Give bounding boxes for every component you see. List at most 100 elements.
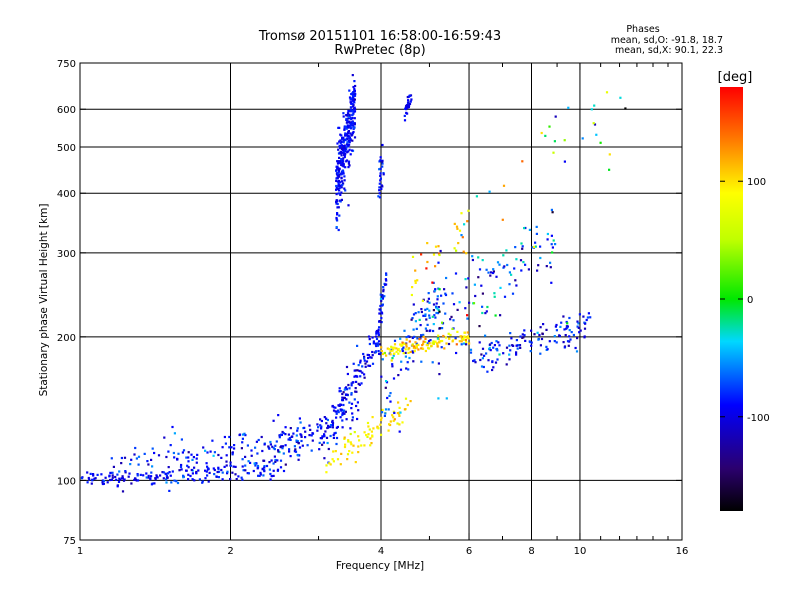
data-point	[341, 183, 344, 187]
data-point	[250, 454, 253, 457]
data-point	[544, 134, 547, 137]
data-point	[456, 330, 459, 333]
data-point	[96, 473, 99, 476]
data-point	[392, 354, 395, 357]
data-point	[353, 375, 356, 378]
data-point	[295, 434, 298, 437]
x-tick-label: 8	[528, 546, 534, 557]
data-point	[465, 252, 468, 255]
data-point	[417, 348, 420, 351]
y-tick-label: 75	[63, 536, 76, 547]
data-point	[551, 246, 554, 249]
x-tick-label: 4	[378, 546, 384, 557]
data-point	[162, 471, 165, 474]
data-point	[353, 106, 356, 109]
data-point	[185, 456, 188, 459]
data-point	[522, 261, 525, 264]
data-point	[529, 350, 532, 353]
data-point	[298, 417, 301, 420]
data-point	[492, 271, 495, 275]
data-point	[565, 320, 568, 324]
data-point	[493, 344, 496, 347]
data-point	[378, 312, 381, 315]
data-point	[163, 436, 166, 439]
data-point	[481, 357, 484, 360]
data-point	[230, 446, 233, 449]
data-point	[408, 347, 411, 350]
data-point	[340, 173, 343, 176]
data-point	[353, 87, 356, 91]
data-point	[336, 172, 339, 175]
data-point	[563, 139, 566, 142]
data-point	[387, 429, 390, 432]
data-point	[221, 471, 224, 474]
data-point	[272, 462, 275, 465]
data-point	[530, 341, 533, 344]
data-point	[402, 352, 405, 355]
data-point	[579, 329, 582, 332]
data-point	[462, 250, 465, 253]
data-point	[481, 311, 484, 315]
data-point	[391, 349, 394, 352]
data-point	[165, 474, 168, 477]
data-point	[267, 445, 270, 448]
data-point	[355, 380, 358, 383]
data-point	[288, 450, 291, 453]
data-point	[323, 434, 326, 437]
colorbar-tick-label: 100	[747, 177, 766, 188]
data-point	[110, 457, 113, 460]
data-point	[424, 308, 427, 311]
y-tick-label: 400	[57, 189, 76, 200]
data-point	[348, 113, 351, 116]
data-point	[173, 456, 176, 459]
data-point	[325, 464, 328, 467]
data-point	[378, 189, 381, 192]
data-point	[502, 266, 505, 269]
data-point	[424, 349, 427, 353]
data-point	[337, 411, 340, 414]
data-point	[185, 469, 188, 472]
data-point	[406, 106, 409, 109]
data-point	[294, 448, 297, 451]
data-point	[381, 294, 384, 297]
data-point	[390, 359, 393, 362]
data-point	[220, 468, 223, 472]
data-point	[170, 481, 173, 484]
data-point	[213, 473, 216, 476]
data-point	[447, 332, 450, 335]
data-point	[399, 411, 402, 414]
data-point	[532, 245, 535, 249]
data-point	[353, 98, 356, 101]
data-point	[169, 474, 172, 477]
data-point	[509, 332, 512, 335]
data-point	[578, 313, 581, 316]
data-point	[415, 342, 418, 345]
data-point	[369, 437, 372, 440]
data-point	[343, 153, 346, 156]
chart-subtitle: RwPretec (8p)	[334, 43, 425, 58]
data-point	[320, 419, 323, 423]
data-point	[368, 364, 372, 367]
data-point	[253, 462, 256, 465]
data-point	[348, 120, 351, 123]
data-point	[608, 168, 611, 171]
data-point	[384, 412, 387, 415]
data-point	[508, 358, 511, 361]
data-point	[406, 112, 409, 115]
data-point	[377, 340, 381, 343]
data-point	[357, 364, 360, 367]
data-point	[405, 367, 408, 370]
data-point	[388, 348, 391, 351]
data-point	[422, 340, 425, 343]
data-point	[548, 340, 551, 343]
data-point	[424, 327, 427, 330]
data-point	[465, 343, 468, 346]
data-point	[270, 475, 273, 478]
data-point	[179, 465, 183, 468]
data-point	[443, 288, 446, 291]
data-point	[420, 310, 423, 314]
data-point	[488, 190, 491, 193]
colorbar: [deg] 100 0 -100	[718, 70, 770, 511]
data-point	[343, 437, 346, 440]
data-point	[336, 212, 339, 215]
